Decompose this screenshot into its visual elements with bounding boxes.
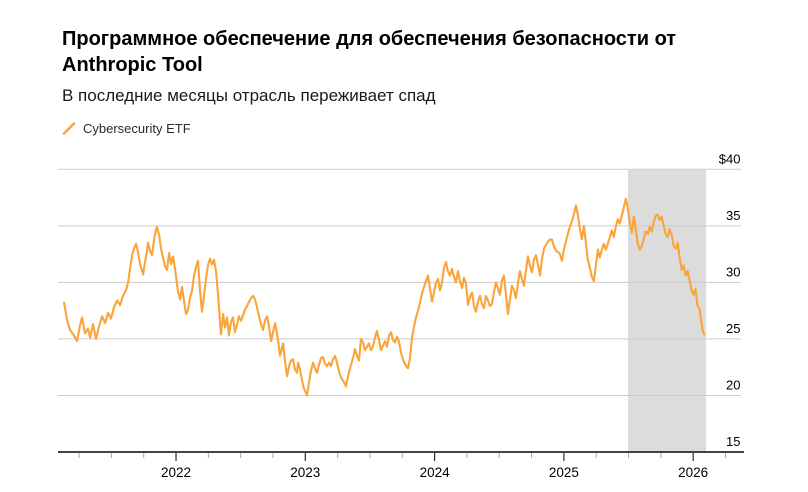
y-axis-label: 35 bbox=[726, 208, 740, 223]
y-axis-label: 15 bbox=[726, 434, 740, 449]
etf-price-line bbox=[63, 197, 706, 397]
y-axis-label: 25 bbox=[726, 321, 740, 336]
y-axis-label: $40 bbox=[719, 151, 741, 166]
x-axis-label: 2025 bbox=[549, 465, 579, 480]
legend-series-label: Cybersecurity ETF bbox=[83, 121, 191, 136]
page-title: Программное обеспечение для обеспечения … bbox=[62, 28, 677, 76]
highlight-band bbox=[627, 169, 707, 453]
legend-line-marker-icon bbox=[62, 122, 76, 135]
x-axis-label: 2024 bbox=[420, 465, 451, 480]
y-axis-label: 30 bbox=[726, 264, 740, 279]
y-axis-label: 20 bbox=[726, 377, 740, 392]
x-axis-label: 2026 bbox=[678, 465, 708, 480]
x-axis-label: 2023 bbox=[290, 465, 320, 480]
x-axis-label: 2022 bbox=[161, 465, 191, 480]
page-subtitle: В последние месяцы отрасль переживает сп… bbox=[62, 86, 436, 105]
legend: Cybersecurity ETF bbox=[62, 121, 191, 136]
